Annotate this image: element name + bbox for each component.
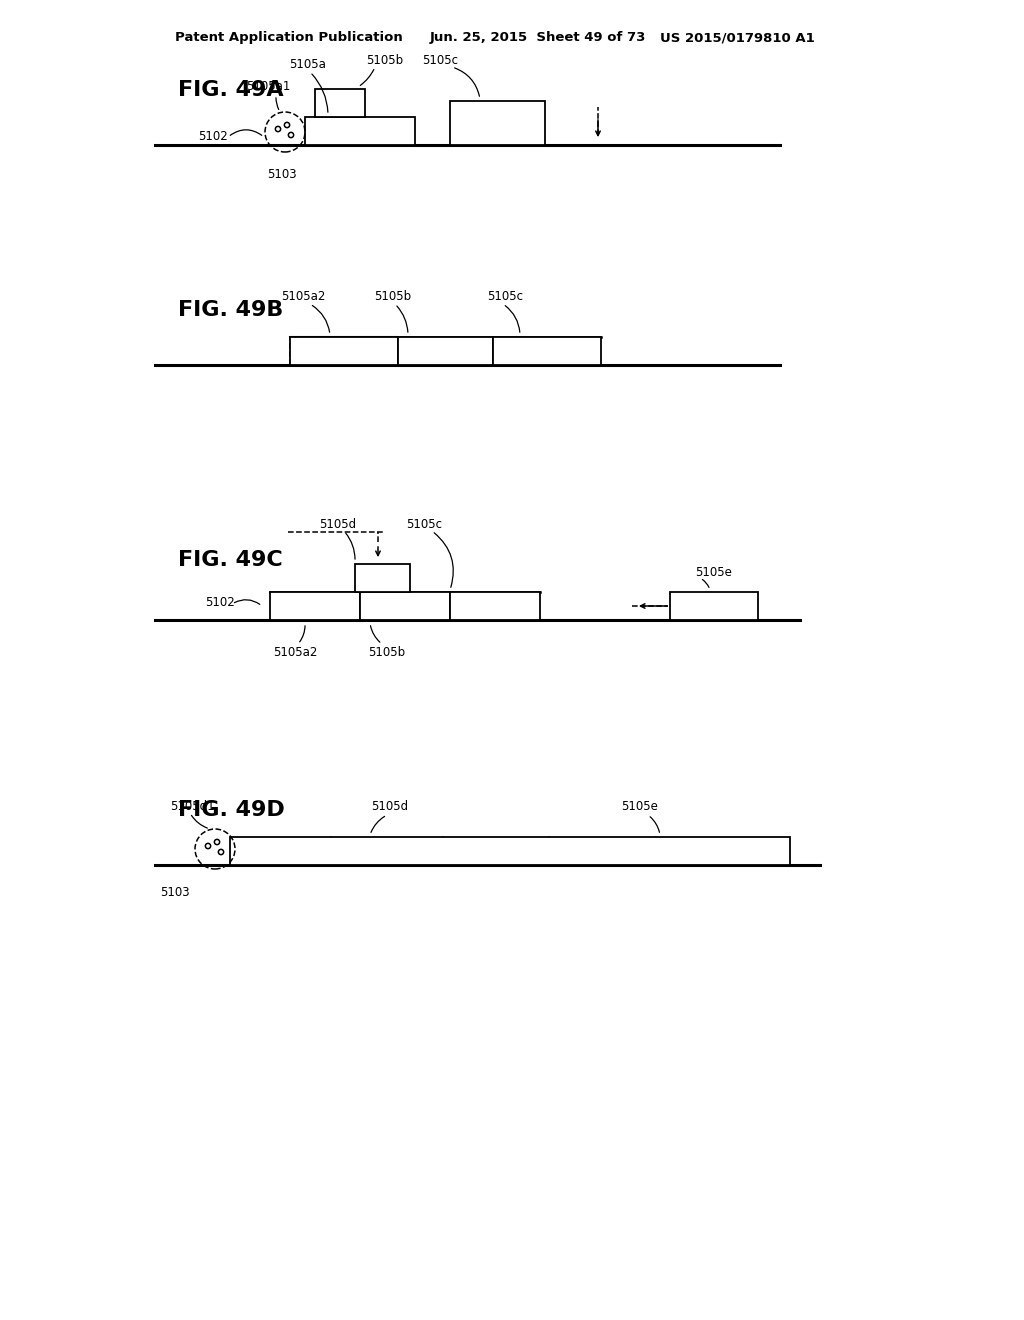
Text: 5105b: 5105b bbox=[369, 645, 406, 659]
Text: 5105a2: 5105a2 bbox=[272, 645, 317, 659]
FancyBboxPatch shape bbox=[493, 337, 601, 366]
FancyBboxPatch shape bbox=[670, 591, 758, 620]
Text: 5105c: 5105c bbox=[422, 54, 458, 66]
FancyBboxPatch shape bbox=[450, 591, 540, 620]
Text: 5105d1: 5105d1 bbox=[170, 800, 215, 813]
Text: FIG. 49B: FIG. 49B bbox=[178, 300, 284, 319]
Text: FIG. 49A: FIG. 49A bbox=[178, 81, 284, 100]
Text: FIG. 49D: FIG. 49D bbox=[178, 800, 285, 820]
FancyBboxPatch shape bbox=[230, 837, 790, 865]
Text: 5105d: 5105d bbox=[319, 517, 356, 531]
Text: 5103: 5103 bbox=[267, 169, 297, 181]
Text: 5102: 5102 bbox=[205, 595, 234, 609]
FancyBboxPatch shape bbox=[290, 337, 398, 366]
Text: 5105b: 5105b bbox=[367, 54, 403, 66]
Text: 5105d: 5105d bbox=[372, 800, 409, 813]
Text: 5102: 5102 bbox=[198, 131, 227, 144]
Text: Jun. 25, 2015  Sheet 49 of 73: Jun. 25, 2015 Sheet 49 of 73 bbox=[430, 32, 646, 45]
FancyBboxPatch shape bbox=[450, 102, 545, 145]
FancyBboxPatch shape bbox=[360, 591, 450, 620]
FancyBboxPatch shape bbox=[270, 591, 360, 620]
Text: 5103: 5103 bbox=[160, 887, 189, 899]
Text: 5105a2: 5105a2 bbox=[281, 290, 326, 304]
FancyBboxPatch shape bbox=[355, 564, 410, 591]
FancyBboxPatch shape bbox=[315, 88, 365, 117]
Text: 5105c: 5105c bbox=[487, 290, 523, 304]
Text: 5105c: 5105c bbox=[406, 517, 442, 531]
Text: FIG. 49C: FIG. 49C bbox=[178, 550, 283, 570]
Text: 5105a1: 5105a1 bbox=[246, 81, 290, 94]
Text: 5105e: 5105e bbox=[695, 565, 732, 578]
Text: 5105e: 5105e bbox=[622, 800, 658, 813]
FancyBboxPatch shape bbox=[398, 337, 493, 366]
Text: 5105b: 5105b bbox=[375, 290, 412, 304]
FancyBboxPatch shape bbox=[305, 117, 415, 145]
Text: Patent Application Publication: Patent Application Publication bbox=[175, 32, 402, 45]
Text: US 2015/0179810 A1: US 2015/0179810 A1 bbox=[660, 32, 815, 45]
Text: 5105a: 5105a bbox=[290, 58, 327, 71]
